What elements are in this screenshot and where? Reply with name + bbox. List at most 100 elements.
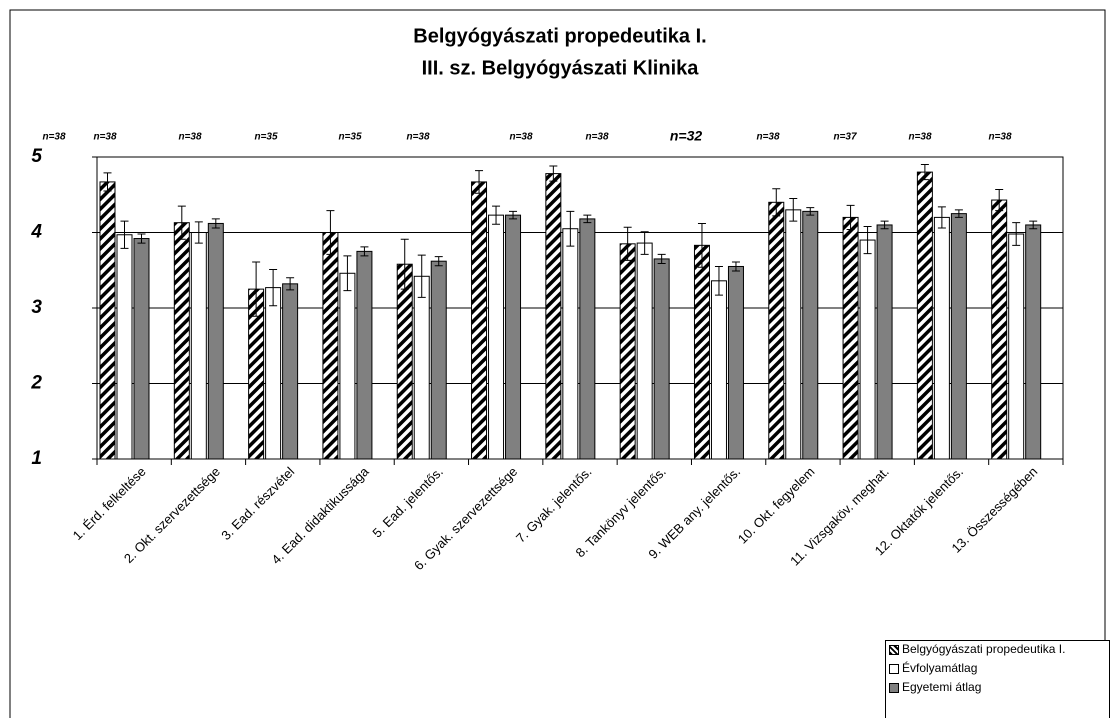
y-tick-label: 1 [31, 448, 42, 469]
error-bar [326, 210, 335, 255]
error-bar [286, 277, 295, 291]
error-bar [492, 205, 501, 225]
error-bar [343, 255, 352, 292]
bar [802, 210, 819, 460]
n-label: n=38 [988, 132, 1012, 143]
bar [710, 280, 727, 460]
error-bar [549, 165, 558, 182]
error-bar [360, 246, 369, 257]
legend-label: Egyetemi átlag [902, 680, 982, 694]
x-tick-label: 5. Ead. jelentős. [369, 464, 446, 541]
error-bar [954, 209, 963, 218]
error-bar [137, 233, 146, 244]
bar [1025, 224, 1042, 460]
n-label: n=38 [908, 132, 932, 143]
bar [133, 238, 150, 460]
bar [653, 258, 670, 460]
chart-title: III. sz. Belgyógyászati Klinika [422, 57, 700, 79]
frame [9, 9, 1106, 718]
error-bar [623, 226, 632, 261]
x-tick-label: 1. Érd. felkeltése [70, 464, 149, 543]
error-bar [697, 222, 706, 268]
error-bar [583, 214, 592, 224]
bar [693, 244, 710, 460]
bar [619, 243, 636, 460]
legend-entry: Egyetemi átlag [889, 681, 1106, 694]
x-tick-label: 3. Ead. részvétel [218, 464, 297, 543]
n-label: n=35 [338, 132, 362, 143]
error-bar [920, 164, 929, 181]
bar [876, 224, 893, 460]
bar [859, 239, 876, 460]
error-bar [434, 256, 443, 267]
bar [173, 222, 190, 460]
n-label: n=38 [178, 132, 202, 143]
error-bar [789, 198, 798, 222]
bar [636, 242, 653, 460]
bar [933, 216, 950, 460]
error-bar [475, 170, 484, 194]
error-bar [657, 253, 666, 264]
error-bar [714, 265, 723, 296]
error-bar [252, 261, 261, 317]
error-bar [400, 238, 409, 290]
error-bar [509, 210, 518, 220]
bar [950, 213, 967, 460]
legend-swatch [889, 683, 899, 693]
bar [396, 263, 413, 460]
error-bar [806, 207, 815, 216]
bar [413, 275, 430, 460]
bar [488, 214, 505, 460]
bar [727, 265, 744, 460]
error-bar [772, 188, 781, 217]
error-bar [1029, 220, 1038, 230]
n-label: n=38 [42, 132, 66, 143]
n-label: n=38 [93, 132, 117, 143]
x-tick-label: 7. Gyak. jelentős. [513, 464, 595, 546]
legend-swatch [889, 645, 899, 655]
legend-entry: Belgyógyászati propedeutika I. [889, 643, 1106, 656]
bar [99, 181, 116, 460]
error-bar [566, 210, 575, 247]
y-tick-label: 2 [30, 373, 42, 394]
bar [282, 283, 299, 460]
n-label: n=35 [254, 132, 278, 143]
error-bar [417, 254, 426, 298]
error-bar [1012, 222, 1021, 246]
error-bar [103, 172, 112, 192]
bar [207, 222, 224, 460]
bar [265, 287, 282, 460]
error-bar [120, 220, 129, 249]
bar [562, 228, 579, 460]
bar [916, 171, 933, 460]
error-bar [731, 261, 740, 272]
error-bar [640, 231, 649, 255]
bar [505, 214, 522, 460]
error-bar [937, 206, 946, 229]
n-label: n=37 [833, 132, 857, 143]
error-bar [177, 205, 186, 240]
error-bar [194, 221, 203, 244]
n-label: n=38 [406, 132, 430, 143]
bar [768, 201, 785, 460]
y-tick-label: 4 [30, 222, 42, 243]
error-bar [846, 204, 855, 230]
bar [545, 173, 562, 460]
bar [991, 199, 1008, 460]
bar [471, 181, 488, 460]
legend-entry: Évfolyamátlag [889, 662, 1106, 675]
error-bar [880, 220, 889, 230]
n-label: n=38 [756, 132, 780, 143]
y-tick-label: 3 [31, 297, 42, 318]
error-bar [269, 268, 278, 307]
y-tick-label: 5 [31, 146, 42, 167]
legend-label: Belgyógyászati propedeutika I. [902, 642, 1066, 656]
bar [116, 234, 133, 460]
legend-label: Évfolyamátlag [902, 661, 978, 675]
bar [1008, 233, 1025, 460]
n-label: n=38 [509, 132, 533, 143]
bar [785, 209, 802, 460]
bar [322, 232, 339, 460]
